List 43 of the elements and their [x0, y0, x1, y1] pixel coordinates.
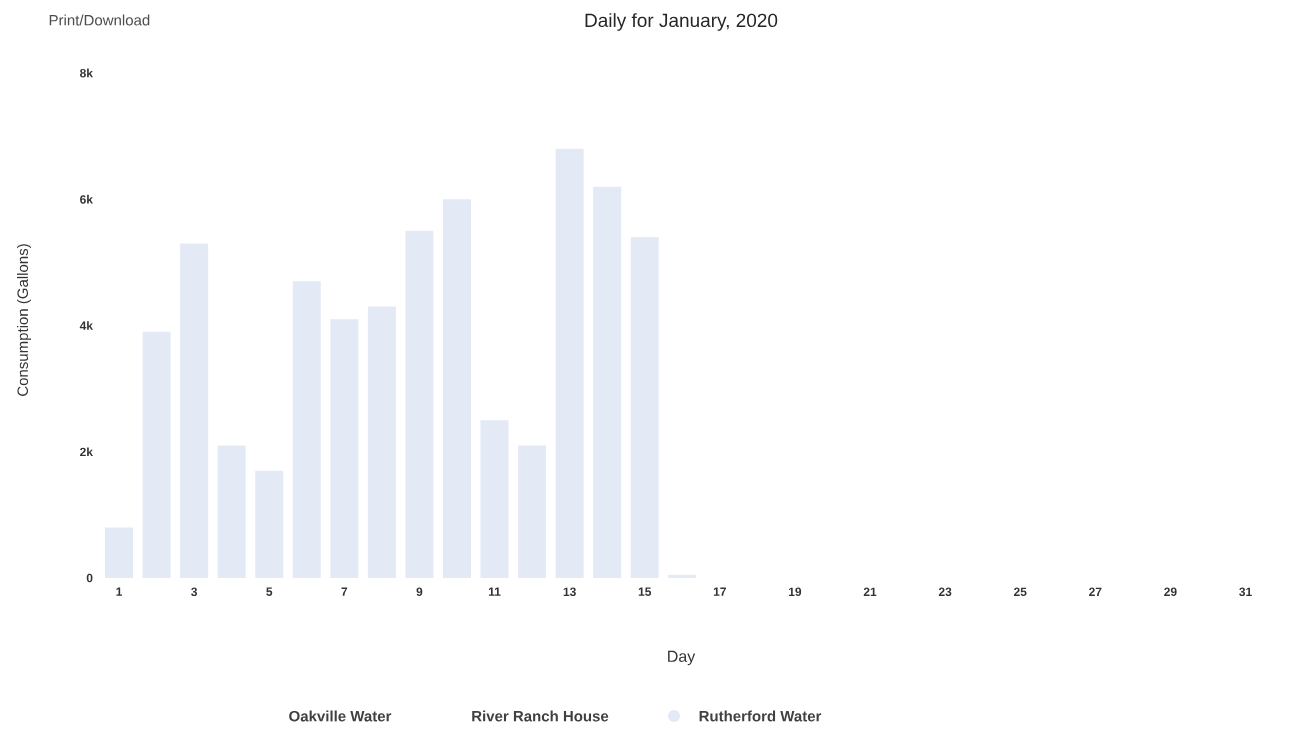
text: Print/Download	[49, 14, 150, 26]
x-tick-label: 11	[488, 587, 501, 596]
y-tick-label: 4k	[79, 321, 93, 330]
chart-title: Daily for January, 2020	[585, 13, 778, 31]
x-tick-label: 21	[863, 587, 877, 596]
x-tick-label: 9	[416, 587, 423, 597]
text: Oakville Water	[289, 710, 392, 722]
bar	[480, 420, 509, 578]
bar	[405, 230, 434, 578]
text: River Ranch House	[472, 710, 609, 722]
x-tick-label: 19	[789, 587, 802, 597]
y-tick-label: 0	[86, 573, 93, 583]
x-tick-label: 7	[341, 587, 348, 596]
x-tick-label: 27	[1089, 587, 1102, 596]
x-tick-label: 29	[1164, 587, 1177, 597]
bar	[630, 237, 659, 578]
bar	[217, 445, 246, 578]
bar	[142, 331, 171, 578]
x-axis-title: Day	[668, 650, 696, 666]
legend-label: Rutherford Water	[699, 710, 822, 722]
x-tick-label: 13	[563, 587, 576, 597]
bar	[593, 186, 622, 578]
x-tick-label: 17	[713, 587, 726, 596]
x-tick-label: 5	[266, 587, 273, 596]
bar	[180, 243, 209, 578]
bar	[555, 148, 584, 578]
y-axis-title: Consumption (Gallons)	[17, 244, 31, 396]
bar	[255, 470, 284, 578]
x-tick-label: 15	[638, 587, 652, 596]
bar	[442, 199, 471, 578]
bar	[518, 445, 547, 578]
bar	[105, 527, 134, 578]
bar	[330, 319, 359, 578]
x-tick-label: 1	[116, 587, 123, 596]
y-tick-label: 8k	[80, 68, 93, 78]
y-tick-label: 6k	[80, 194, 93, 204]
x-tick-label: 25	[1013, 587, 1027, 597]
x-tick-label: 23	[938, 587, 952, 597]
bar	[367, 306, 396, 578]
x-tick-label: 3	[191, 587, 198, 597]
x-tick-label: 31	[1239, 587, 1252, 597]
bar	[292, 281, 321, 578]
y-tick-label: 2k	[80, 447, 93, 457]
